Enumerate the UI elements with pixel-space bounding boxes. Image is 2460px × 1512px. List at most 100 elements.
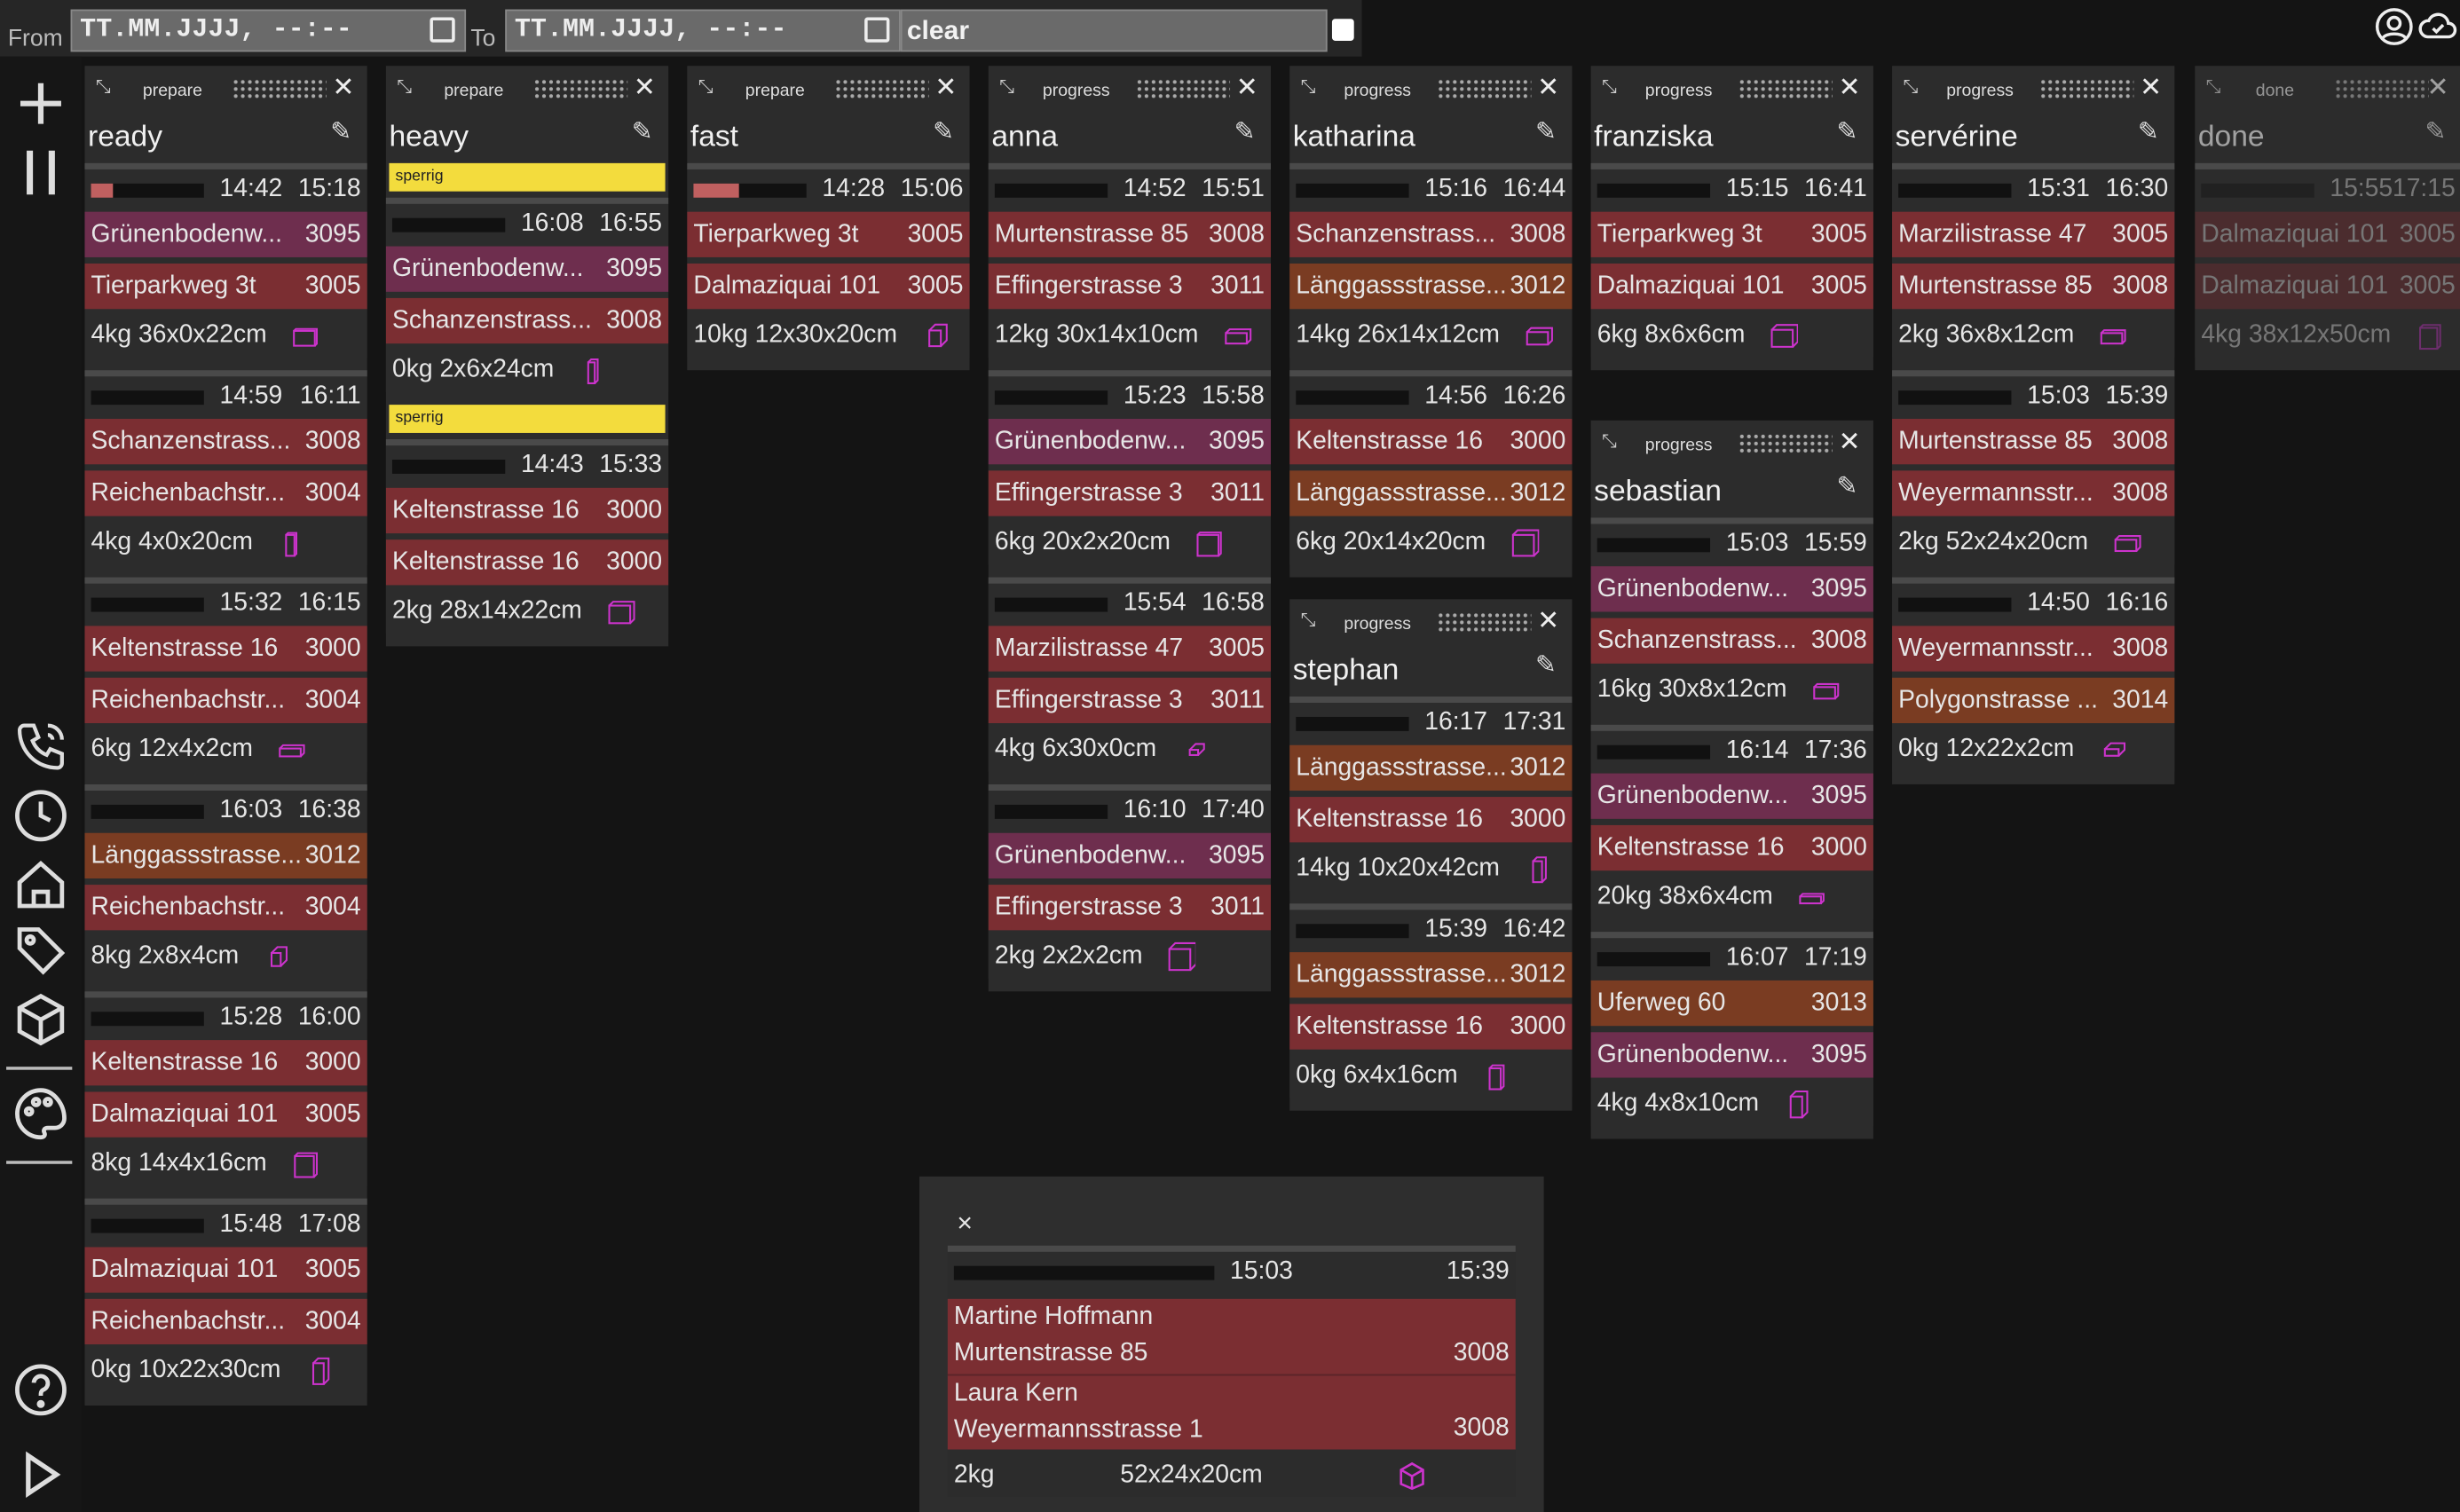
pause-icon[interactable] xyxy=(12,145,69,201)
account-icon[interactable] xyxy=(2374,6,2415,47)
drop-address[interactable]: Keltenstrasse 16 3000 xyxy=(1590,824,1873,871)
drop-address[interactable]: Länggassstrasse... 3012 xyxy=(1289,470,1573,516)
edit-icon[interactable]: ✎ xyxy=(2137,119,2159,146)
close-icon[interactable]: ✕ xyxy=(2139,72,2163,102)
calendar-icon[interactable] xyxy=(864,17,890,43)
close-icon[interactable]: × xyxy=(957,1208,973,1238)
drop-address[interactable]: Schanzenstrass... 3008 xyxy=(385,297,669,344)
drag-handle-icon[interactable] xyxy=(2334,78,2429,101)
delivery-card[interactable]: 14:52 15:51 Murtenstrasse 85 3008 Effingerst… xyxy=(988,162,1271,358)
edit-icon[interactable]: ✎ xyxy=(1836,473,1858,500)
delivery-card[interactable]: 15:23 15:58 Grünenbodenw... 3095 Effingerstr… xyxy=(988,370,1271,565)
pickup-address[interactable]: Tierparkweg 3t 3005 xyxy=(687,211,970,257)
delivery-card[interactable]: 14:28 15:06 Tierparkweg 3t 3005 Dalmaziquai … xyxy=(687,162,970,358)
delivery-card[interactable]: 14:43 15:33 Keltenstrasse 16 3000 Keltenstra… xyxy=(385,439,669,634)
pickup-address[interactable]: Grünenbodenw... 3095 xyxy=(1590,566,1873,612)
collapse-icon[interactable]: ⤡ xyxy=(1903,75,1919,98)
drop-address[interactable]: Effingerstrasse 3 3011 xyxy=(988,677,1271,724)
collapse-icon[interactable]: ⤡ xyxy=(1300,75,1316,98)
delivery-card[interactable]: 16:17 17:31 Länggassstrasse... 3012 Keltenst… xyxy=(1289,696,1573,892)
play-icon[interactable] xyxy=(12,1446,69,1503)
cloud-sync-icon[interactable] xyxy=(2417,6,2458,47)
pickup-address[interactable]: Dalmaziquai 101 3005 xyxy=(2195,211,2460,257)
close-icon[interactable]: ✕ xyxy=(2426,72,2449,102)
pickup-address[interactable]: Murtenstrasse 85 3008 xyxy=(1892,419,2175,465)
pickup-address[interactable]: Grünenbodenw... 3095 xyxy=(84,211,367,257)
pickup-address[interactable]: Keltenstrasse 16 3000 xyxy=(84,626,367,672)
collapse-icon[interactable]: ⤡ xyxy=(999,75,1015,98)
delivery-card[interactable]: 15:31 16:30 Marzilistrasse 47 3005 Murtenstr… xyxy=(1892,162,2175,358)
pickup-address[interactable]: Grünenbodenw... 3095 xyxy=(988,419,1271,465)
delivery-card[interactable]: 15:03 15:59 Grünenbodenw... 3095 Schanzenstr… xyxy=(1590,517,1873,713)
drag-handle-icon[interactable] xyxy=(1437,78,1532,101)
delivery-card[interactable]: 15:15 16:41 Tierparkweg 3t 3005 Dalmaziquai … xyxy=(1590,162,1873,358)
close-icon[interactable]: ✕ xyxy=(332,72,355,102)
drop-address[interactable]: Keltenstrasse 16 3000 xyxy=(1289,797,1573,843)
drop-address[interactable]: Effingerstrasse 3 3011 xyxy=(988,264,1271,310)
help-icon[interactable] xyxy=(12,1362,69,1419)
drag-handle-icon[interactable] xyxy=(232,78,327,101)
drag-handle-icon[interactable] xyxy=(1738,432,1833,455)
drop-address[interactable]: Effingerstrasse 3 3011 xyxy=(988,885,1271,931)
pickup-address[interactable]: Keltenstrasse 16 3000 xyxy=(1289,419,1573,465)
drag-handle-icon[interactable] xyxy=(533,78,628,101)
collapse-icon[interactable]: ⤡ xyxy=(95,75,111,98)
drop-address[interactable]: Dalmaziquai 101 3005 xyxy=(1590,264,1873,310)
edit-icon[interactable]: ✎ xyxy=(933,119,954,146)
drop-address[interactable]: Reichenbachstr... 3004 xyxy=(84,885,367,931)
pickup-block[interactable]: Martine Hoffmann Murtenstrasse 85 3008 xyxy=(947,1298,1516,1374)
to-datetime-input[interactable]: TT.MM.JJJJ, --:-- xyxy=(505,9,901,52)
pickup-address[interactable]: Murtenstrasse 85 3008 xyxy=(988,211,1271,257)
edit-icon[interactable]: ✎ xyxy=(1535,652,1557,680)
calendar-icon[interactable] xyxy=(430,17,455,43)
pickup-address[interactable]: Grünenbodenw... 3095 xyxy=(385,246,669,292)
pickup-address[interactable]: Uferweg 60 3013 xyxy=(1590,980,1873,1027)
delivery-card[interactable]: 15:03 15:39 Murtenstrasse 85 3008 Weyermanns… xyxy=(1892,370,2175,565)
home-icon[interactable] xyxy=(12,856,69,913)
delivery-card[interactable]: 15:55 17:15 Dalmaziquai 101 3005 Dalmaziquai… xyxy=(2195,162,2460,358)
edit-icon[interactable]: ✎ xyxy=(1234,119,1256,146)
delivery-card[interactable]: 14:42 15:18 Grünenbodenw... 3095 Tierparkweg… xyxy=(84,162,367,358)
drag-handle-icon[interactable] xyxy=(1135,78,1231,101)
close-icon[interactable]: ✕ xyxy=(1537,72,1560,102)
drop-address[interactable]: Dalmaziquai 101 3005 xyxy=(687,264,970,310)
drop-address[interactable]: Grünenbodenw... 3095 xyxy=(1590,1032,1873,1078)
pickup-address[interactable]: Länggassstrasse... 3012 xyxy=(1289,744,1573,791)
drop-address[interactable]: Reichenbachstr... 3004 xyxy=(84,470,367,516)
collapse-icon[interactable]: ⤡ xyxy=(2205,75,2221,98)
close-icon[interactable]: ✕ xyxy=(1838,72,1861,102)
drop-address[interactable]: Effingerstrasse 3 3011 xyxy=(988,470,1271,516)
pickup-address[interactable]: Länggassstrasse... 3012 xyxy=(84,832,367,879)
drop-address[interactable]: Länggassstrasse... 3012 xyxy=(1289,264,1573,310)
drop-address[interactable]: Keltenstrasse 16 3000 xyxy=(1289,1004,1573,1050)
collapse-icon[interactable]: ⤡ xyxy=(1602,75,1618,98)
close-icon[interactable]: ✕ xyxy=(1235,72,1258,102)
drop-address[interactable]: Schanzenstrass... 3008 xyxy=(1590,618,1873,664)
drop-address[interactable]: Reichenbachstr... 3004 xyxy=(84,677,367,724)
clear-button[interactable]: clear xyxy=(900,9,1328,52)
drop-address[interactable]: Dalmaziquai 101 3005 xyxy=(84,1091,367,1138)
clock-icon[interactable] xyxy=(12,787,69,844)
drag-handle-icon[interactable] xyxy=(834,78,929,101)
collapse-icon[interactable]: ⤡ xyxy=(397,75,413,98)
delivery-card[interactable]: 15:16 16:44 Schanzenstrass... 3008 Länggasss… xyxy=(1289,162,1573,358)
drop-address[interactable]: Weyermannsstr... 3008 xyxy=(1892,470,2175,516)
delivery-card[interactable]: 15:28 16:00 Keltenstrasse 16 3000 Dalmaziqua… xyxy=(84,991,367,1186)
edit-icon[interactable]: ✎ xyxy=(330,119,352,146)
tag-icon[interactable] xyxy=(12,923,69,980)
close-icon[interactable]: ✕ xyxy=(633,72,656,102)
pickup-address[interactable]: Länggassstrasse... 3012 xyxy=(1289,952,1573,998)
pickup-address[interactable]: Grünenbodenw... 3095 xyxy=(1590,773,1873,819)
drop-address[interactable]: Murtenstrasse 85 3008 xyxy=(1892,264,2175,310)
drop-address[interactable]: Reichenbachstr... 3004 xyxy=(84,1298,367,1345)
pickup-address[interactable]: Grünenbodenw... 3095 xyxy=(988,832,1271,879)
drop-block[interactable]: Laura Kern Weyermannsstrasse 1 3008 xyxy=(947,1374,1516,1450)
edit-icon[interactable]: ✎ xyxy=(1836,119,1858,146)
close-icon[interactable]: ✕ xyxy=(934,72,958,102)
pickup-address[interactable]: Dalmaziquai 101 3005 xyxy=(84,1247,367,1293)
delivery-card[interactable]: 14:59 16:11 Schanzenstrass... 3008 Reichenba… xyxy=(84,370,367,565)
filter-checkbox[interactable] xyxy=(1331,19,1354,41)
palette-icon[interactable] xyxy=(12,1085,69,1142)
close-icon[interactable]: ✕ xyxy=(1838,426,1861,457)
delivery-card[interactable]: 15:54 16:58 Marzilistrasse 47 3005 Effingers… xyxy=(988,577,1271,772)
